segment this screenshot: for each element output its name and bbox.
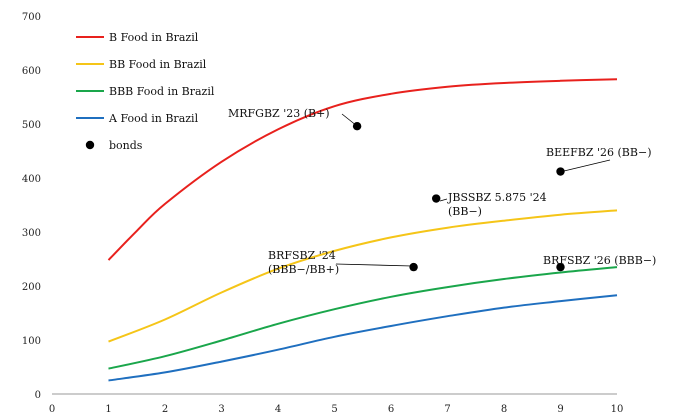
x-tick-label: 9 [557,404,563,415]
legend-swatch-bonds [85,140,95,150]
bond-label: (BBB−/BB+) [268,263,339,276]
legend-label: B Food in Brazil [109,31,199,44]
y-tick-label: 0 [35,390,41,401]
bond-point [556,167,565,176]
x-tick-label: 4 [275,404,281,415]
y-tick-label: 200 [22,282,41,293]
series-line-2 [108,266,618,370]
series-lines [107,78,618,382]
x-tick-label: 3 [218,404,224,415]
bond-label: JBSSBZ 5.875 '24 [447,191,547,204]
bond-label-leader [439,198,448,202]
bond-label: BRFSBZ '24 [268,249,336,262]
bond-point [432,194,441,203]
y-tick-label: 100 [22,336,41,347]
x-tick-label: 7 [444,404,450,415]
legend-label: bonds [109,139,143,152]
bond-point [409,262,418,272]
bond-label-leader [563,159,611,172]
x-tick-label: 1 [105,404,111,415]
series-line-0 [107,78,618,261]
x-tick-label: 8 [501,404,507,415]
bond-label-leader [341,113,358,127]
y-tick-label: 600 [22,66,41,77]
y-tick-label: 300 [22,228,41,239]
bond-label: BEEFBZ '26 (BB−) [546,146,651,159]
y-tick-label: 500 [22,120,41,131]
series-line-3 [108,294,618,382]
legend-label: A Food in Brazil [108,112,199,125]
bond-label: (BB−) [448,205,482,218]
x-axis-ticks: 0 1 2 3 4 5 6 7 8 9 10 [49,404,624,415]
y-tick-label: 700 [22,12,41,23]
x-tick-label: 5 [331,404,337,415]
series-line-1 [108,209,618,343]
legend-label: BB Food in Brazil [109,58,207,71]
legend-label: BBB Food in Brazil [109,85,215,98]
bond-point [556,262,565,272]
legend: B Food in Brazil BB Food in Brazil BBB Foo… [76,31,215,152]
bond-labels: MRFGBZ '23 (B+) BEEFBZ '26 (BB−) JBSSBZ 5.… [228,107,656,276]
x-tick-label: 10 [611,404,624,415]
bond-label-leader [335,263,413,267]
bond-label: BRFSBZ '26 (BBB−) [543,254,656,267]
x-tick-label: 2 [162,404,168,415]
y-tick-label: 400 [22,174,41,185]
x-tick-label: 0 [49,404,55,415]
x-tick-label: 6 [388,404,394,415]
y-axis-ticks: 0 100 200 300 400 500 600 700 [22,12,41,401]
bond-label: MRFGBZ '23 (B+) [228,107,330,120]
